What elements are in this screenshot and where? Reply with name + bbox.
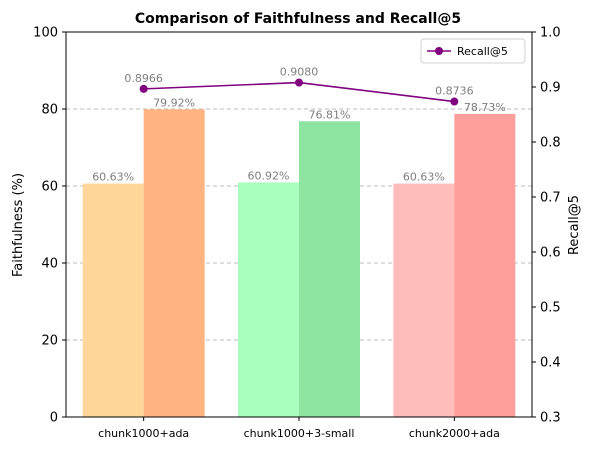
bar (82, 183, 144, 417)
y-left-tick-label: 0 (50, 411, 58, 426)
y-right-tick-label: 0.5 (540, 301, 561, 316)
y-right-tick-label: 0.8 (540, 136, 561, 151)
bar-value-label: 78.73% (464, 101, 506, 114)
y-right-tick-label: 0.9 (540, 81, 561, 96)
bar (143, 109, 205, 418)
bar-value-label: 60.63% (92, 171, 134, 184)
legend-marker (435, 47, 443, 55)
legend: Recall@5 (420, 38, 526, 64)
axes: 0 20 40 60 80 100 0.3 0.4 0.5 0.6 0.7 0.8 0.9 1.0 chun… (33, 26, 561, 441)
bar-value-label: 60.63% (403, 171, 445, 184)
bar (454, 113, 516, 418)
bar-value-label: 79.92% (153, 96, 195, 109)
bar-value-label: 60.92% (248, 169, 290, 182)
bar (393, 183, 455, 417)
legend-label: Recall@5 (457, 45, 508, 58)
y-right-tick-label: 0.7 (540, 191, 561, 206)
x-tick-label: chunk2000+ada (409, 427, 500, 440)
y-right-tick-label: 0.6 (540, 246, 561, 261)
y-right-tick-label: 1.0 (540, 26, 561, 41)
data-labels: 60.63% 79.92% 60.92% 76.81% 60.63% 78.73% 0.89… (92, 66, 506, 184)
recall-value-label: 0.9080 (280, 66, 319, 79)
x-tick-label: chunk1000+3-small (244, 427, 355, 440)
bar-value-label: 76.81% (309, 108, 351, 121)
recall-value-label: 0.8966 (124, 72, 163, 85)
y-axis-right-label: Recall@5 (567, 195, 582, 255)
y-left-tick-label: 60 (41, 180, 58, 195)
bar (299, 121, 360, 418)
y-left-tick-label: 100 (33, 26, 58, 41)
legend-box (420, 38, 526, 64)
y-right-tick-label: 0.4 (540, 356, 561, 371)
bars (82, 109, 516, 418)
recall-point (450, 97, 459, 106)
recall-point (295, 78, 303, 87)
y-left-tick-label: 40 (41, 257, 58, 272)
recall-line (139, 78, 459, 106)
y-left-tick-label: 20 (41, 334, 58, 349)
chart-title: Comparison of Faithfulness and Recall@5 (135, 11, 461, 27)
y-left-tick-label: 80 (41, 103, 58, 118)
bar (238, 182, 299, 417)
recall-value-label: 0.8736 (435, 85, 474, 98)
y-right-tick-label: 0.3 (540, 411, 561, 426)
y-axis-left-label: Faithfulness (%) (11, 173, 26, 277)
recall-point (139, 84, 148, 93)
x-tick-label: chunk1000+ada (98, 427, 189, 440)
